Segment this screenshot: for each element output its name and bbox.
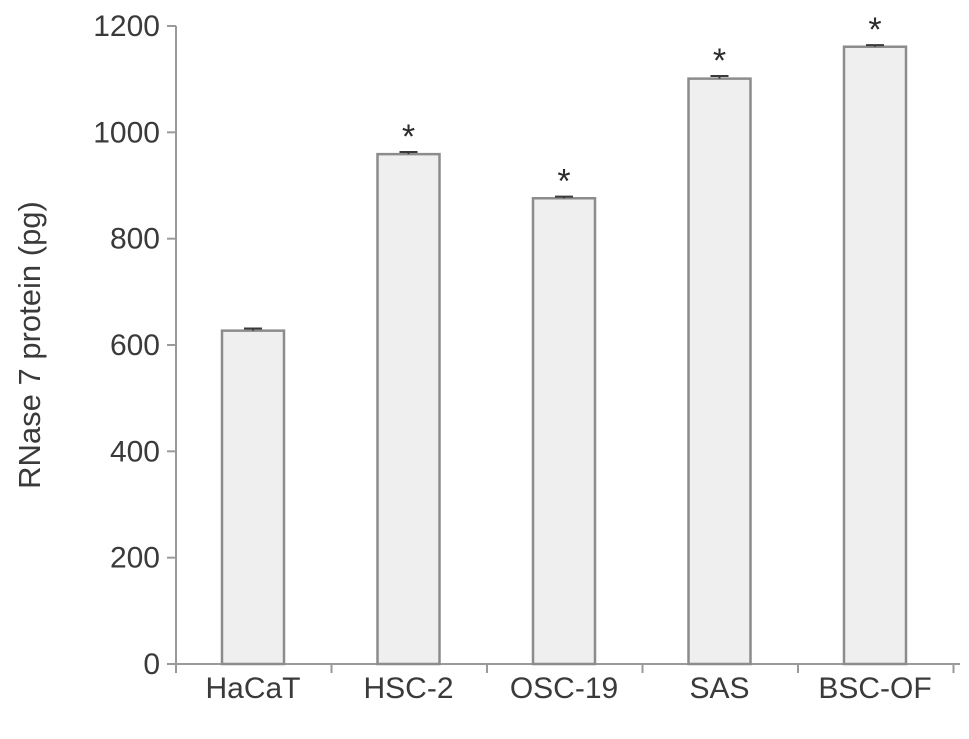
bar-bsc-of xyxy=(842,45,908,666)
y-tick-label: 600 xyxy=(110,329,160,362)
bar-hsc-2 xyxy=(376,152,441,666)
x-tick-label: OSC-19 xyxy=(510,672,618,705)
bar-sas xyxy=(687,77,752,666)
plot-area: * * * * xyxy=(220,11,908,666)
significance-marker: * xyxy=(713,42,726,80)
x-axis: HaCaT HSC-2 OSC-19 SAS BSC-OF xyxy=(175,663,960,705)
y-axis: 0 200 400 600 800 1000 1200 xyxy=(93,10,177,681)
significance-marker: * xyxy=(402,118,415,156)
y-tick-label: 0 xyxy=(143,648,160,681)
bar-hacat xyxy=(220,329,286,666)
x-tick-label: SAS xyxy=(689,672,749,705)
significance-marker: * xyxy=(557,163,570,201)
y-tick-label: 400 xyxy=(110,435,160,468)
significance-marker: * xyxy=(868,11,881,49)
x-tick-label: HSC-2 xyxy=(363,672,453,705)
bar-osc-19 xyxy=(531,197,597,666)
y-tick-label: 800 xyxy=(110,223,160,256)
y-tick-label: 1000 xyxy=(93,116,160,149)
x-tick-label: BSC-OF xyxy=(818,672,931,705)
y-axis-title: RNase 7 protein (pg) xyxy=(12,201,47,489)
y-tick-label: 200 xyxy=(110,542,160,575)
y-tick-label: 1200 xyxy=(93,10,160,43)
x-tick-label: HaCaT xyxy=(205,672,300,705)
